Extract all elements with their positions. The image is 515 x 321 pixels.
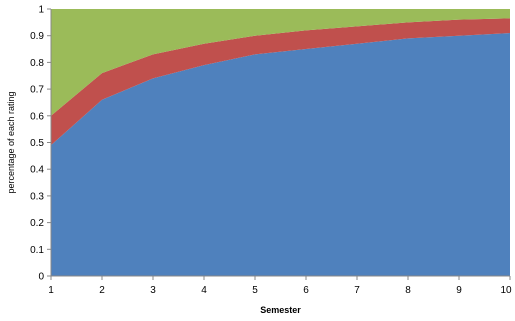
x-tick-label: 4	[201, 285, 207, 296]
x-tick-label: 5	[252, 285, 258, 296]
area-series-1	[51, 33, 510, 276]
area-series-2	[51, 18, 510, 146]
x-tick-label: 9	[456, 285, 462, 296]
y-tick-label: 0.4	[30, 165, 44, 176]
x-axis-ticks: 1 2 3 4 5 6 7 8 9 10	[48, 276, 512, 296]
x-tick-label: 6	[303, 285, 309, 296]
y-tick-label: 0.3	[30, 191, 44, 202]
y-tick-label: 1	[38, 5, 44, 16]
area-series-3	[51, 9, 510, 116]
y-tick-label: 0	[38, 272, 44, 283]
x-tick-label: 7	[354, 285, 360, 296]
y-tick-label: 0.9	[30, 31, 44, 42]
area-series-group	[51, 9, 510, 276]
y-tick-label: 0.7	[30, 85, 44, 96]
y-axis-ticks: 0 0.1 0.2 0.3 0.4 0.5 0.6 0.7 0.8 0.9 1	[30, 5, 51, 283]
y-axis-title: percentage of each rating	[6, 91, 16, 193]
y-tick-label: 0.8	[30, 58, 44, 69]
y-tick-label: 0.6	[30, 111, 44, 122]
x-tick-label: 1	[48, 285, 54, 296]
y-tick-label: 0.5	[30, 138, 44, 149]
x-tick-label: 8	[405, 285, 411, 296]
y-tick-label: 0.1	[30, 245, 44, 256]
x-axis-title: Semester	[260, 305, 301, 315]
x-tick-label: 10	[500, 285, 512, 296]
x-tick-label: 2	[99, 285, 105, 296]
y-tick-label: 0.2	[30, 218, 44, 229]
x-tick-label: 3	[150, 285, 156, 296]
